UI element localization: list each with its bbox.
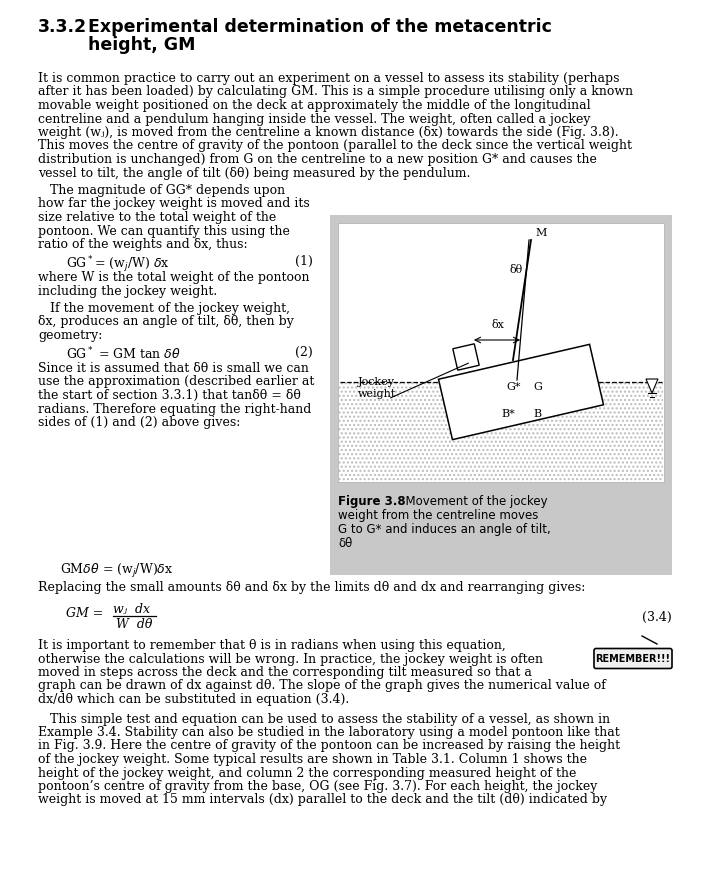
Text: the start of section 3.3.1) that tanδθ = δθ: the start of section 3.3.1) that tanδθ =… <box>38 389 301 402</box>
Text: W  dθ: W dθ <box>116 618 152 631</box>
Text: of the jockey weight. Some typical results are shown in Table 3.1. Column 1 show: of the jockey weight. Some typical resul… <box>38 753 587 766</box>
Text: G: G <box>533 382 542 392</box>
Text: If the movement of the jockey weight,: If the movement of the jockey weight, <box>38 302 290 315</box>
FancyBboxPatch shape <box>594 648 672 668</box>
Text: δx: δx <box>491 320 504 330</box>
Text: δθ: δθ <box>338 537 352 550</box>
Text: in Fig. 3.9. Here the centre of gravity of the pontoon can be increased by raisi: in Fig. 3.9. Here the centre of gravity … <box>38 739 620 752</box>
Polygon shape <box>453 344 479 370</box>
Text: 3.3.2: 3.3.2 <box>38 18 87 36</box>
Text: GM =: GM = <box>66 607 103 620</box>
Polygon shape <box>646 379 658 393</box>
Text: where W is the total weight of the pontoon: where W is the total weight of the ponto… <box>38 271 310 284</box>
Text: pontoon. We can quantify this using the: pontoon. We can quantify this using the <box>38 225 290 238</box>
Text: GG$^*$ = GM tan $\delta\theta$: GG$^*$ = GM tan $\delta\theta$ <box>66 346 181 362</box>
Text: size relative to the total weight of the: size relative to the total weight of the <box>38 211 277 224</box>
Text: weight is moved at 15 mm intervals (dx) parallel to the deck and the tilt (dθ) i: weight is moved at 15 mm intervals (dx) … <box>38 794 607 807</box>
Text: movable weight positioned on the deck at approximately the middle of the longitu: movable weight positioned on the deck at… <box>38 99 590 112</box>
Bar <box>339 382 663 482</box>
Text: weight (wⱼ), is moved from the centreline a known distance (δx) towards the side: weight (wⱼ), is moved from the centrelin… <box>38 126 618 139</box>
Text: GG$^*$= (w$_j$/W) $\delta$x: GG$^*$= (w$_j$/W) $\delta$x <box>66 254 170 275</box>
Text: how far the jockey weight is moved and its: how far the jockey weight is moved and i… <box>38 197 310 210</box>
Text: centreline and a pendulum hanging inside the vessel. The weight, often called a : centreline and a pendulum hanging inside… <box>38 112 590 125</box>
Text: geometry:: geometry: <box>38 329 102 342</box>
Text: radians. Therefore equating the right-hand: radians. Therefore equating the right-ha… <box>38 403 312 416</box>
Text: Experimental determination of the metacentric: Experimental determination of the metace… <box>88 18 552 36</box>
Text: sides of (1) and (2) above gives:: sides of (1) and (2) above gives: <box>38 416 240 429</box>
Text: This moves the centre of gravity of the pontoon (parallel to the deck since the : This moves the centre of gravity of the … <box>38 139 632 153</box>
Text: This simple test and equation can be used to assess the stability of a vessel, a: This simple test and equation can be use… <box>38 712 610 725</box>
Text: (3.4): (3.4) <box>642 611 672 624</box>
Text: It is important to remember that θ is in radians when using this equation,: It is important to remember that θ is in… <box>38 639 505 652</box>
Text: wⱼ  dx: wⱼ dx <box>113 603 150 616</box>
Text: M: M <box>535 228 546 238</box>
Text: REMEMBER!!!: REMEMBER!!! <box>595 653 670 664</box>
Text: (2): (2) <box>296 346 313 359</box>
Text: GM$\delta\theta$ = (w$_j$/W)$\delta$x: GM$\delta\theta$ = (w$_j$/W)$\delta$x <box>60 562 173 580</box>
Text: Movement of the jockey: Movement of the jockey <box>398 495 548 508</box>
Text: G to G* and induces an angle of tilt,: G to G* and induces an angle of tilt, <box>338 523 551 536</box>
Text: It is common practice to carry out an experiment on a vessel to assess its stabi: It is common practice to carry out an ex… <box>38 72 619 85</box>
Text: ratio of the weights and δx, thus:: ratio of the weights and δx, thus: <box>38 238 248 251</box>
Text: The magnitude of GG* depends upon: The magnitude of GG* depends upon <box>38 184 285 197</box>
Text: weight from the centreline moves: weight from the centreline moves <box>338 509 538 522</box>
Text: B: B <box>533 409 541 419</box>
Text: use the approximation (described earlier at: use the approximation (described earlier… <box>38 375 314 389</box>
Polygon shape <box>439 345 604 439</box>
Text: vessel to tilt, the angle of tilt (δθ) being measured by the pendulum.: vessel to tilt, the angle of tilt (δθ) b… <box>38 167 470 180</box>
Text: δx, produces an angle of tilt, δθ, then by: δx, produces an angle of tilt, δθ, then … <box>38 316 294 329</box>
Text: δθ: δθ <box>509 265 522 275</box>
Text: height of the jockey weight, and column 2 the corresponding measured height of t: height of the jockey weight, and column … <box>38 766 576 780</box>
Text: distribution is unchanged) from G on the centreline to a new position G* and cau: distribution is unchanged) from G on the… <box>38 153 597 166</box>
Text: after it has been loaded) by calculating GM. This is a simple procedure utilisin: after it has been loaded) by calculating… <box>38 85 633 98</box>
Text: Example 3.4. Stability can also be studied in the laboratory using a model ponto: Example 3.4. Stability can also be studi… <box>38 726 620 739</box>
Text: moved in steps across the deck and the corresponding tilt measured so that a: moved in steps across the deck and the c… <box>38 666 532 679</box>
Text: B*: B* <box>501 409 515 419</box>
Text: Jockey
weight: Jockey weight <box>358 377 397 399</box>
Text: including the jockey weight.: including the jockey weight. <box>38 284 217 297</box>
Text: pontoon’s centre of gravity from the base, OG (see Fig. 3.7). For each height, t: pontoon’s centre of gravity from the bas… <box>38 780 597 793</box>
Text: Figure 3.8: Figure 3.8 <box>338 495 406 508</box>
Text: (1): (1) <box>295 254 313 267</box>
Bar <box>330 215 672 575</box>
Text: Replacing the small amounts δθ and δx by the limits dθ and dx and rearranging gi: Replacing the small amounts δθ and δx by… <box>38 581 585 595</box>
Text: dx/dθ which can be substituted in equation (3.4).: dx/dθ which can be substituted in equati… <box>38 693 350 706</box>
Text: graph can be drawn of dx against dθ. The slope of the graph gives the numerical : graph can be drawn of dx against dθ. The… <box>38 680 606 693</box>
Bar <box>338 223 664 482</box>
Text: otherwise the calculations will be wrong. In practice, the jockey weight is ofte: otherwise the calculations will be wrong… <box>38 652 543 666</box>
Text: Since it is assumed that δθ is small we can: Since it is assumed that δθ is small we … <box>38 362 309 375</box>
Text: G*: G* <box>506 382 520 392</box>
Text: height, GM: height, GM <box>88 36 195 54</box>
